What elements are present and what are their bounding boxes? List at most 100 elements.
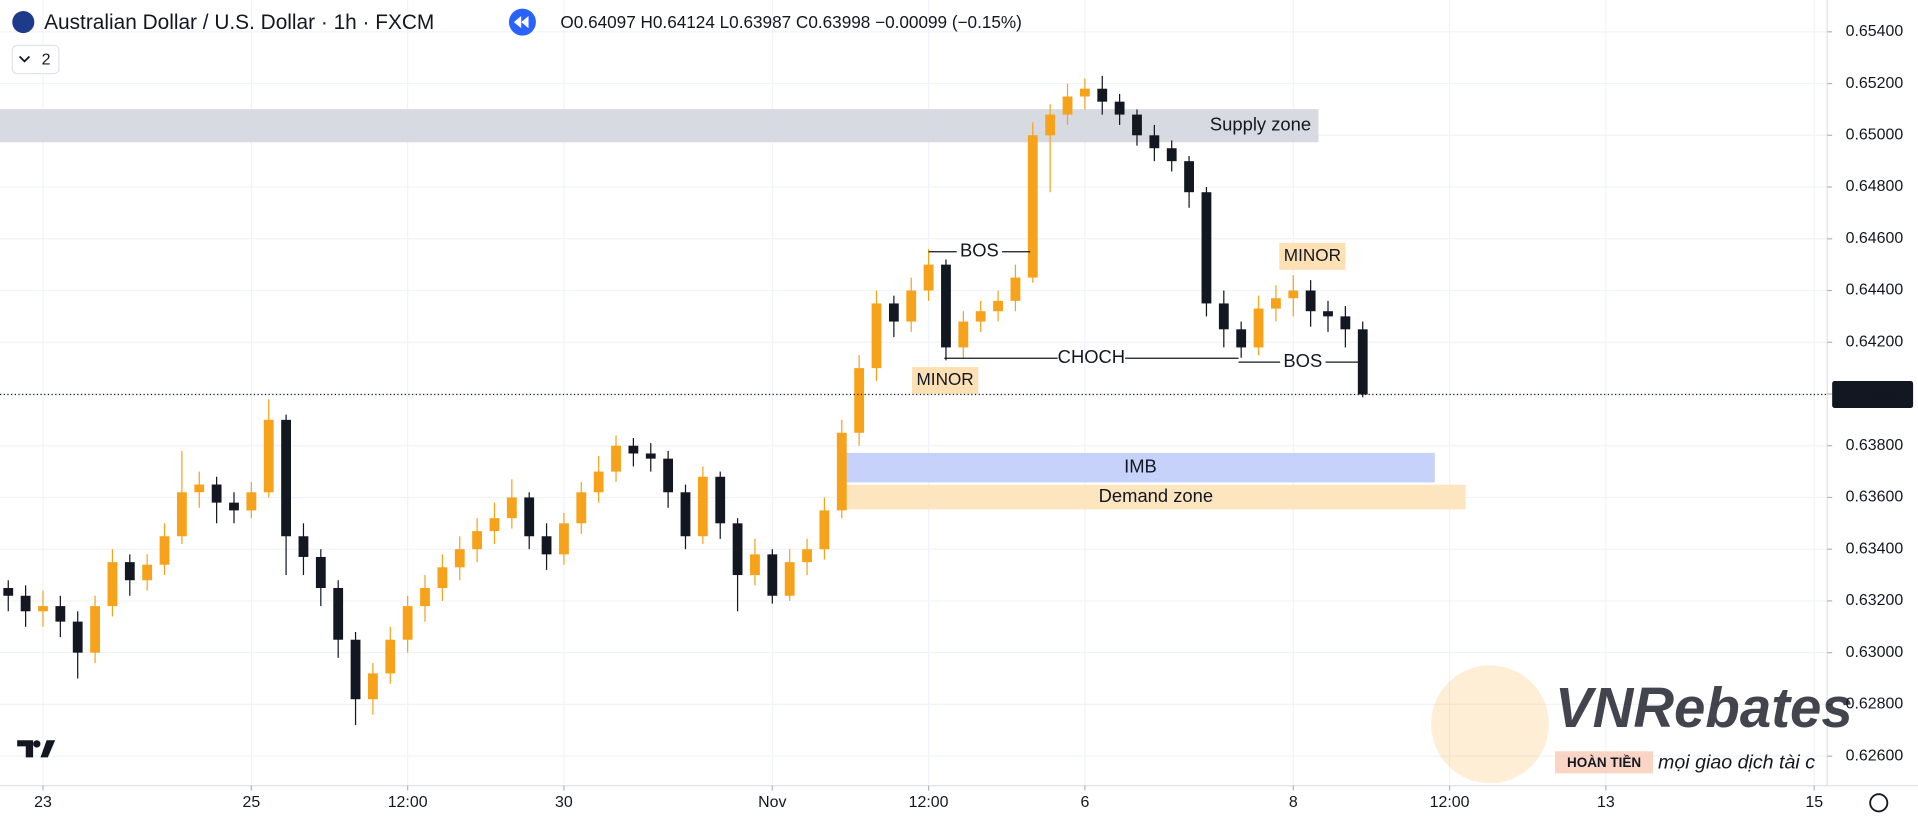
candle-body [941,264,951,348]
candle-body [1132,114,1142,136]
candle-body [229,502,239,511]
watermark-badge-bg [1555,751,1654,774]
y-tick-label: 0.65400 [1846,23,1904,40]
y-tick-label: 0.63800 [1846,437,1904,454]
candle-body [663,458,674,493]
candle-body [437,567,448,588]
tag-label: MINOR [1284,245,1341,265]
candle-body [1218,303,1229,330]
candle-body [697,476,708,537]
y-tick-label: 0.64400 [1846,282,1904,299]
candle-body [194,484,205,493]
x-tick-label: 23 [34,794,52,811]
candle-body [20,595,31,612]
tag-label: MINOR [917,369,974,389]
zone-label: Demand zone [1099,485,1213,506]
x-tick-label: 12:00 [909,794,949,811]
candle-body [420,587,430,607]
candle-body [1184,161,1194,193]
y-tick-label: 0.65200 [1846,75,1904,92]
candle-body [993,300,1003,312]
y-tick-label: 0.65000 [1846,127,1904,144]
candle-body [90,606,100,653]
level-label: BOS [1283,350,1322,371]
candle-body [1271,298,1281,309]
candle-body [576,492,587,524]
candle-body [871,303,882,369]
y-tick-label: 0.62800 [1846,696,1904,713]
candle-body [506,497,517,519]
candle-body [1305,290,1316,312]
watermark-logo [1431,665,1549,784]
y-tick-label: 0.64800 [1846,178,1904,195]
candle-body [1045,114,1056,136]
watermark-slogan: mọi giao dịch tài c [1658,752,1815,774]
candle-body [611,445,621,472]
y-tick-label: 0.63000 [1846,644,1904,661]
candle-body [1114,101,1125,115]
candle-body [107,562,118,607]
candle-body [680,492,691,537]
indicators-toggle[interactable] [11,44,60,75]
x-tick-label: 8 [1289,794,1298,811]
candle-body [246,492,257,511]
candle-body [1027,135,1038,278]
candle-body [1062,96,1073,115]
tradingview-logo [17,740,56,758]
candle-body [524,497,535,537]
candle-body [1097,88,1108,102]
x-tick-label: 12:00 [1430,794,1470,811]
candle-body [159,536,170,565]
x-tick-label: 25 [242,794,260,811]
candle-body [385,639,396,674]
candle-body [1149,135,1160,149]
zone [846,484,1466,510]
zone [846,452,1435,483]
candle-body [1288,290,1299,299]
candle-body [541,536,552,555]
candle-body [819,510,830,550]
level-label: BOS [960,240,999,261]
candle-body [802,549,812,563]
y-tick-label: 0.64600 [1846,230,1904,247]
candle-body [1340,316,1351,330]
tradingview-logo-dot [33,740,41,748]
candle-body [211,484,222,503]
candle-body [454,549,465,568]
candle-body [1010,277,1021,301]
candle-body [402,606,413,640]
x-tick-label: 13 [1597,794,1615,811]
candle-body [350,639,361,700]
annotations: BOS CHOCH BOS MINOR MINOR [0,240,1828,396]
candle-body [3,587,14,596]
candle-body [559,523,569,555]
candle-body [732,523,743,576]
y-tick-label: 0.62600 [1846,747,1904,764]
candle-body [784,562,795,596]
x-tick-label: 6 [1080,794,1089,811]
settings-button[interactable] [1869,793,1889,813]
level-label: CHOCH [1058,346,1125,367]
candle-body [489,518,500,532]
candle-body [1323,311,1333,317]
axes: 0.62600 0.62800 0.63000 0.63200 0.63400 0.636… [34,23,1914,811]
candle-body [368,673,378,700]
last-price-tag: 0.63998 [1844,386,1902,403]
zone-label: IMB [1124,456,1157,477]
zones: Supply zone IMB Demand zone [0,109,1466,510]
candle-body [888,303,899,322]
y-tick-label: 0.64200 [1846,333,1904,350]
tag-bg [911,367,979,395]
y-tick-label: 0.63400 [1846,540,1904,557]
candle-body [1201,192,1212,304]
tag-bg [1279,242,1346,270]
candle-body [315,556,326,588]
candle-body [854,368,865,433]
candle-body [836,432,847,511]
candle-body [55,606,66,622]
x-tick-label: Nov [758,794,786,811]
candle-body [645,453,656,459]
y-tick-label: 0.63600 [1846,489,1904,506]
candle-body [767,554,778,596]
